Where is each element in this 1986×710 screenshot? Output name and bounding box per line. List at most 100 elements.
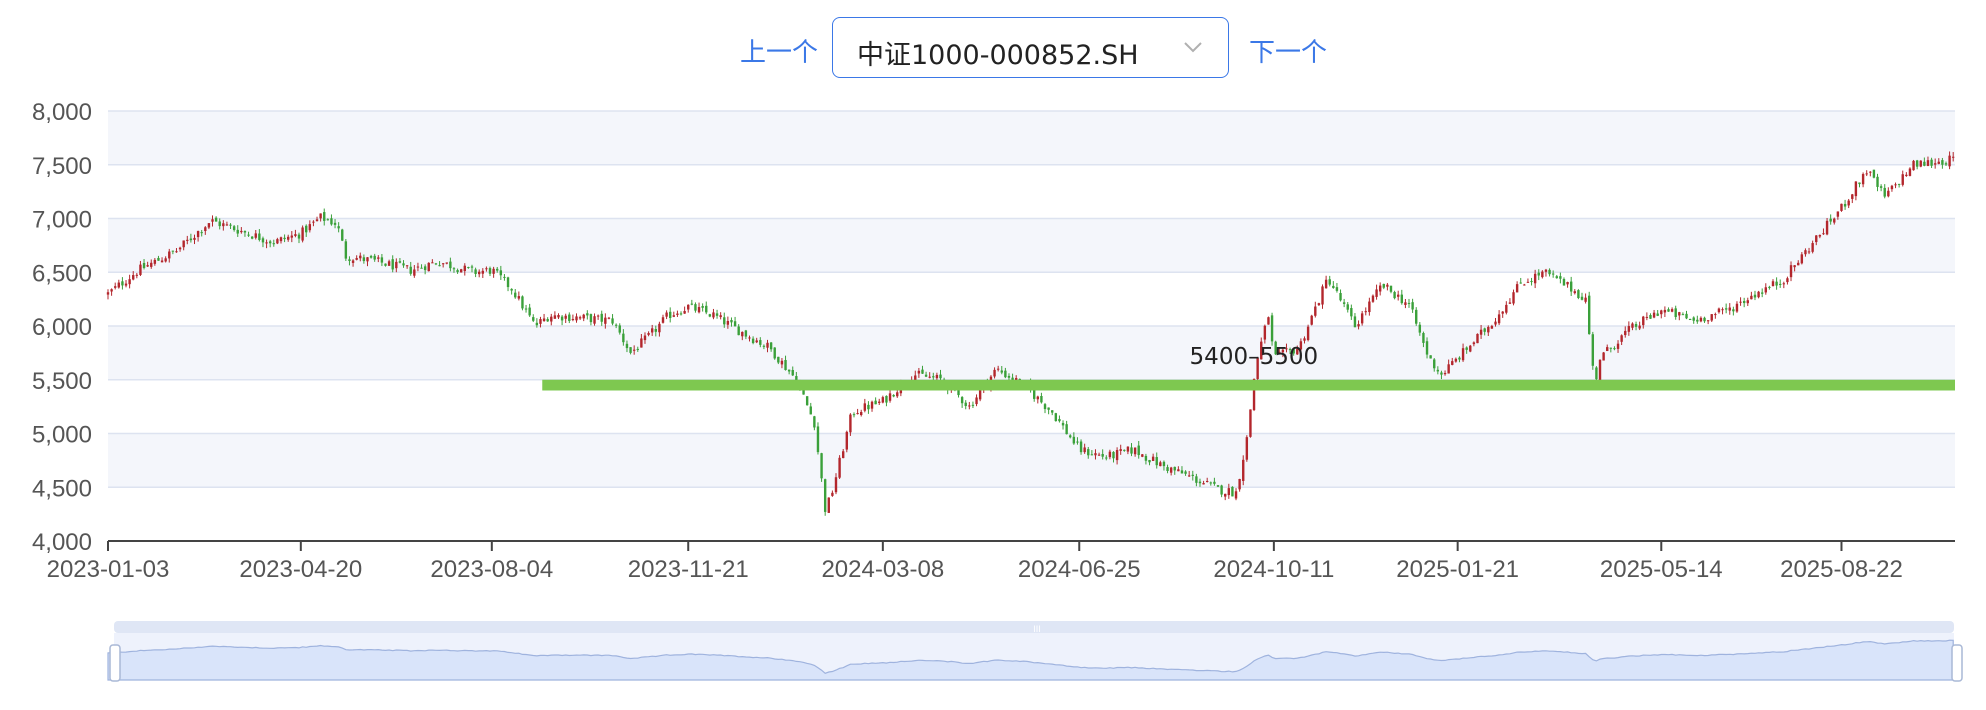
candle: [366, 257, 369, 267]
candle-body: [1443, 373, 1447, 375]
candle-body: [1656, 313, 1659, 316]
candle-body: [618, 325, 621, 333]
toolbar: 上一个 中证1000-000852.SH 下一个: [0, 0, 1986, 96]
candle-body: [1187, 475, 1191, 477]
candle-body: [560, 316, 564, 321]
candle-body: [1404, 302, 1407, 305]
candle: [1627, 321, 1631, 336]
candle-body: [330, 218, 333, 225]
candle: [532, 314, 535, 323]
candle: [117, 279, 121, 289]
candle-body: [1051, 410, 1054, 413]
candle: [413, 265, 416, 278]
candle: [268, 239, 272, 248]
candle-body: [1541, 271, 1544, 278]
candle-body: [1595, 367, 1598, 380]
candle-body: [481, 270, 485, 274]
candle: [759, 337, 762, 348]
candle-body: [1797, 262, 1800, 266]
candle: [1382, 283, 1385, 290]
candle: [852, 412, 856, 418]
candle: [301, 225, 304, 243]
candle: [791, 366, 794, 377]
candle: [1328, 275, 1331, 287]
candle: [409, 261, 412, 276]
candle: [211, 215, 214, 227]
candle: [1234, 488, 1238, 501]
candle: [337, 222, 340, 233]
candle: [578, 315, 582, 320]
candle: [1580, 292, 1584, 301]
candle-body: [1681, 314, 1685, 316]
candle-body: [1321, 286, 1324, 305]
candle-body: [128, 279, 131, 285]
candle: [636, 346, 639, 352]
x-tick-label: 2023-01-03: [47, 556, 170, 583]
candle-body: [1101, 453, 1104, 457]
candle: [1515, 281, 1519, 293]
candle-body: [694, 304, 697, 311]
candle: [1775, 277, 1778, 290]
candle-body: [164, 258, 167, 262]
candle: [312, 220, 315, 227]
candle: [434, 262, 438, 266]
candle-body: [733, 321, 737, 327]
zoom-left-handle[interactable]: [109, 644, 121, 682]
candle: [1112, 451, 1115, 463]
candle-body: [1764, 287, 1767, 293]
candle-body: [200, 232, 203, 234]
candle-body: [1487, 326, 1490, 333]
candle-body: [1342, 302, 1346, 304]
candle-body: [1548, 269, 1551, 275]
candle-body: [1173, 466, 1176, 471]
candle: [1213, 477, 1216, 486]
index-select-value: 中证1000-000852.SH: [857, 40, 1139, 71]
candle-body: [1670, 309, 1674, 312]
candle: [1577, 289, 1580, 300]
candle-body: [654, 329, 657, 332]
prev-button[interactable]: 上一个: [740, 38, 819, 68]
candle: [697, 302, 701, 314]
x-tick-label: 2025-08-22: [1780, 556, 1903, 583]
candle-body: [146, 265, 149, 267]
candle-body: [971, 404, 975, 406]
candle-body: [1137, 445, 1140, 456]
candle-body: [1360, 313, 1364, 324]
index-select[interactable]: 中证1000-000852.SH: [832, 17, 1229, 78]
candle-body: [524, 308, 528, 310]
candle-body: [773, 347, 776, 359]
candle: [1742, 297, 1746, 308]
candle: [387, 259, 391, 266]
candle-body: [1649, 315, 1652, 319]
candle: [351, 259, 355, 267]
candle: [1854, 181, 1858, 201]
candle-body: [290, 235, 293, 238]
candle-body: [1793, 265, 1796, 268]
candle-body: [1047, 407, 1050, 410]
candle: [186, 235, 189, 245]
candle: [290, 231, 293, 243]
candle-body: [1476, 333, 1479, 344]
candle-body: [1530, 281, 1533, 283]
candle-body: [452, 268, 456, 270]
candle: [153, 258, 157, 266]
candle: [827, 497, 830, 514]
candle-body: [860, 411, 863, 416]
candle-body: [1469, 345, 1472, 352]
candle: [881, 395, 885, 404]
candle-body: [1887, 190, 1890, 197]
zoom-right-handle[interactable]: [1951, 644, 1963, 682]
candle: [150, 259, 153, 269]
candle-body: [1811, 243, 1814, 252]
next-button[interactable]: 下一个: [1249, 38, 1328, 68]
candle-body: [326, 219, 330, 221]
candle: [1861, 172, 1865, 188]
candle-body: [1285, 348, 1288, 350]
candle-body: [1930, 159, 1933, 166]
candle-body: [820, 453, 823, 479]
candle-body: [1512, 292, 1515, 304]
candle-body: [867, 404, 870, 410]
candle: [1260, 337, 1263, 360]
candle: [1602, 351, 1605, 361]
candle: [1490, 324, 1494, 329]
